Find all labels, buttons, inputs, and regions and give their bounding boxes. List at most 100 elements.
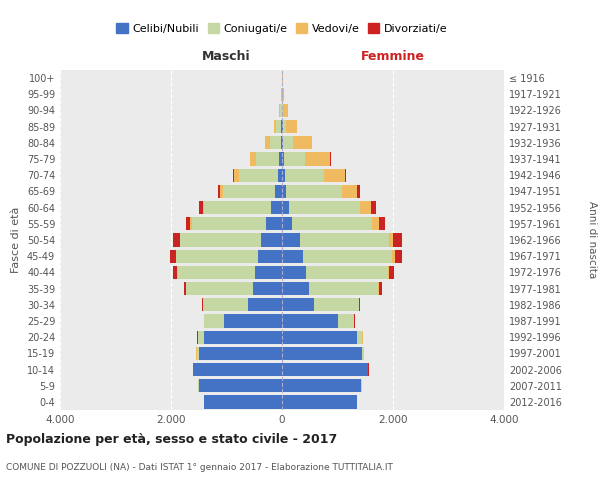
Bar [373, 217, 379, 230]
Bar [261, 234, 282, 246]
Bar [269, 136, 281, 149]
Bar [324, 168, 345, 182]
Bar [389, 266, 394, 279]
Bar [283, 136, 293, 149]
Bar [300, 234, 389, 246]
Bar [250, 152, 256, 166]
Bar [342, 185, 358, 198]
Bar [280, 104, 282, 117]
Bar [359, 298, 361, 312]
Bar [199, 346, 282, 360]
Bar [275, 185, 282, 198]
Bar [186, 282, 253, 295]
Bar [190, 217, 191, 230]
Bar [282, 217, 292, 230]
Bar [282, 266, 306, 279]
Bar [283, 104, 288, 117]
Bar [197, 346, 199, 360]
Bar [284, 152, 305, 166]
Bar [181, 234, 261, 246]
Bar [388, 266, 389, 279]
Bar [379, 282, 382, 295]
Bar [277, 120, 281, 134]
Bar [173, 266, 178, 279]
Bar [204, 314, 224, 328]
Bar [224, 314, 282, 328]
Bar [233, 168, 234, 182]
Bar [330, 152, 331, 166]
Bar [266, 217, 282, 230]
Bar [360, 201, 371, 214]
Bar [282, 136, 283, 149]
Bar [282, 363, 368, 376]
Y-axis label: Fasce di età: Fasce di età [11, 207, 21, 273]
Text: Femmine: Femmine [361, 50, 425, 62]
Bar [293, 136, 312, 149]
Bar [204, 330, 282, 344]
Text: Anni di nascita: Anni di nascita [587, 202, 597, 278]
Bar [305, 152, 330, 166]
Bar [282, 298, 314, 312]
Bar [378, 282, 379, 295]
Bar [191, 217, 266, 230]
Bar [337, 314, 354, 328]
Bar [282, 120, 283, 134]
Bar [282, 396, 357, 408]
Bar [234, 168, 239, 182]
Bar [286, 120, 297, 134]
Bar [357, 330, 362, 344]
Bar [256, 266, 282, 279]
Bar [193, 363, 282, 376]
Bar [199, 379, 282, 392]
Bar [282, 104, 283, 117]
Bar [170, 250, 176, 263]
Bar [395, 250, 402, 263]
Bar [358, 185, 360, 198]
Bar [279, 152, 282, 166]
Bar [282, 152, 284, 166]
Bar [184, 282, 186, 295]
Bar [186, 217, 190, 230]
Bar [303, 250, 392, 263]
Bar [314, 298, 359, 312]
Bar [282, 346, 362, 360]
Bar [285, 168, 324, 182]
Bar [282, 379, 361, 392]
Bar [371, 201, 376, 214]
Bar [239, 168, 278, 182]
Bar [256, 152, 279, 166]
Bar [202, 298, 203, 312]
Bar [282, 168, 285, 182]
Bar [283, 88, 284, 101]
Bar [271, 201, 282, 214]
Bar [282, 330, 357, 344]
Bar [362, 346, 364, 360]
Bar [389, 234, 393, 246]
Bar [176, 250, 258, 263]
Bar [274, 120, 277, 134]
Bar [282, 282, 308, 295]
Text: Popolazione per età, sesso e stato civile - 2017: Popolazione per età, sesso e stato civil… [6, 432, 337, 446]
Bar [306, 266, 388, 279]
Bar [204, 396, 282, 408]
Bar [203, 298, 248, 312]
Bar [281, 136, 282, 149]
Bar [345, 168, 346, 182]
Bar [283, 120, 286, 134]
Legend: Celibi/Nubili, Coniugati/e, Vedovi/e, Divorziati/e: Celibi/Nubili, Coniugati/e, Vedovi/e, Di… [114, 21, 450, 36]
Bar [197, 330, 204, 344]
Bar [282, 185, 286, 198]
Bar [173, 234, 180, 246]
Bar [308, 282, 378, 295]
Bar [199, 201, 203, 214]
Bar [286, 185, 342, 198]
Bar [204, 201, 271, 214]
Bar [258, 250, 282, 263]
Text: COMUNE DI POZZUOLI (NA) - Dati ISTAT 1° gennaio 2017 - Elaborazione TUTTITALIA.I: COMUNE DI POZZUOLI (NA) - Dati ISTAT 1° … [6, 462, 393, 471]
Bar [220, 185, 223, 198]
Text: Maschi: Maschi [202, 50, 251, 62]
Bar [265, 136, 269, 149]
Bar [392, 250, 395, 263]
Bar [279, 104, 280, 117]
Bar [178, 266, 256, 279]
